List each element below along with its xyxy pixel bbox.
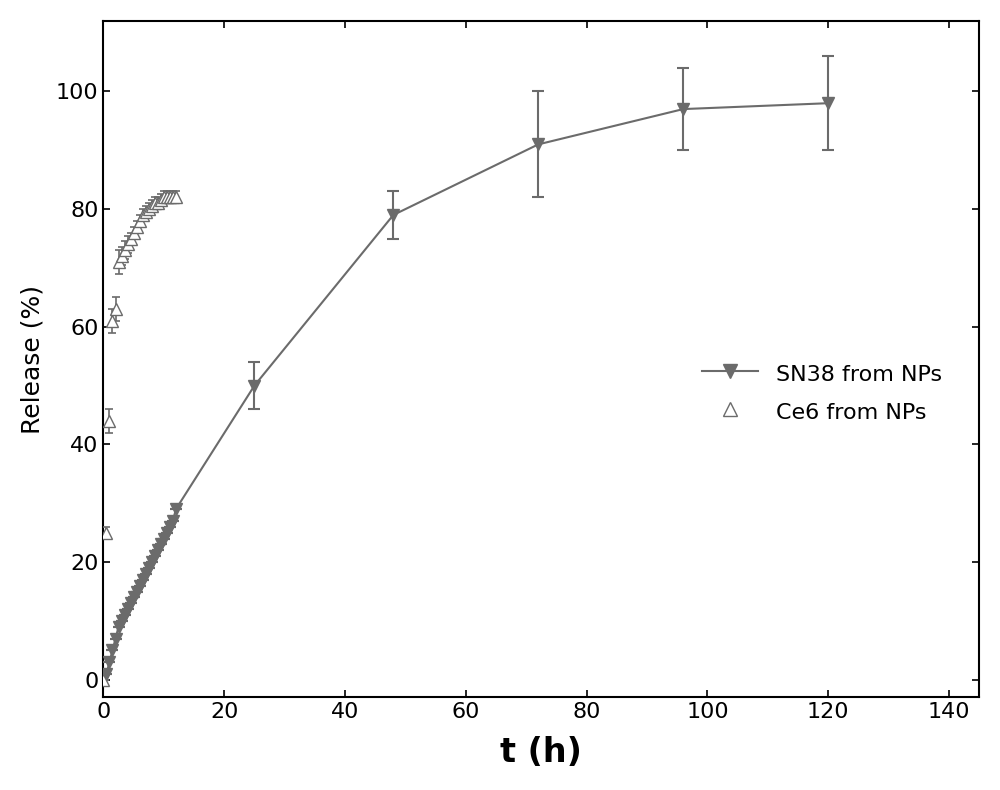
Y-axis label: Release (%): Release (%) [21,284,45,434]
Legend: SN38 from NPs, Ce6 from NPs: SN38 from NPs, Ce6 from NPs [693,352,951,435]
X-axis label: t (h): t (h) [500,736,582,769]
